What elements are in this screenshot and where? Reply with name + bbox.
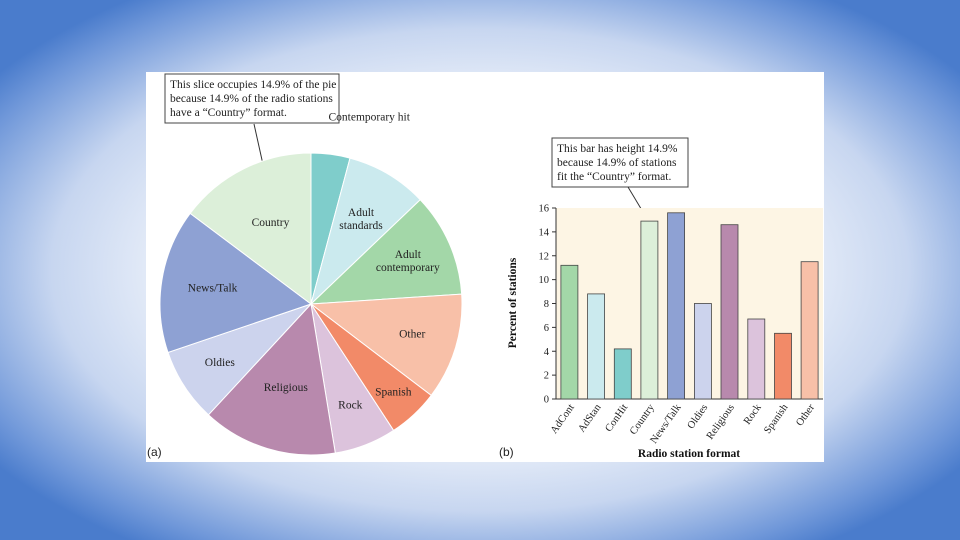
bar-y-tick-label: 8 <box>544 299 549 310</box>
bar-callout-line-3: fit the “Country” format. <box>557 171 671 183</box>
bar-conhit <box>613 348 632 400</box>
pie-callout-line-3: have a “Country” format. <box>170 107 287 119</box>
bar-y-tick-label: 12 <box>539 251 550 262</box>
bar-category-label-spanish: Spanish <box>762 402 791 436</box>
figure-canvas: This slice occupies 14.9% of the pie bec… <box>147 73 823 460</box>
bar-category-label-adstan: AdStan <box>576 402 604 435</box>
bar-adcont <box>560 264 579 400</box>
pie-slice-religious <box>207 302 336 456</box>
bar-y-tick-label: 10 <box>539 275 550 286</box>
panel-b-tag: (b) <box>499 445 514 459</box>
bar-callout-box <box>551 137 689 188</box>
bar-category-label-rock: Rock <box>742 402 764 427</box>
pie-label-news-talk: News/Talk <box>188 282 238 294</box>
bar-category-label-other: Other <box>794 402 817 428</box>
pie-label-adult-contemporary: Adult contemporary <box>376 249 440 274</box>
bar-y-tick-label: 4 <box>544 347 550 358</box>
bar-callout-line-2: because 14.9% of stations <box>557 157 677 169</box>
pie-slice-news-talk <box>159 212 313 354</box>
bar-spanish <box>774 332 792 400</box>
pie-label-rock: Rock <box>338 399 363 411</box>
figure-slide: This slice occupies 14.9% of the pie bec… <box>146 72 824 462</box>
pie-label-spanish: Spanish <box>375 386 412 398</box>
bar-adstan <box>587 293 606 400</box>
pie-labels: Contemporary hit Adult standards Adult conte… <box>188 111 440 411</box>
bar-series <box>560 212 819 400</box>
bar-category-label-adcont: AdCont <box>549 402 577 436</box>
pie-label-religious: Religious <box>264 382 309 394</box>
bar-rock <box>747 318 766 400</box>
bar-callout: This bar has height 14.9% because 14.9% … <box>551 137 689 219</box>
bar-category-label-conhit: ConHit <box>604 402 631 434</box>
pie-label-country: Country <box>252 217 290 229</box>
pie-label-adult-standards: Adult standards <box>339 207 383 232</box>
bar-religious <box>720 224 739 400</box>
pie-callout-line-1: This slice occupies 14.9% of the pie <box>170 79 336 91</box>
bar-x-axis-title: Radio station format <box>638 448 740 460</box>
pie-slice-adult-contemporary <box>309 199 463 305</box>
pie-callout-line-2: because 14.9% of the radio stations <box>170 93 333 105</box>
pie-slice-adult-standards <box>310 157 421 306</box>
bar-y-tick-label: 14 <box>539 227 550 238</box>
bar-y-tick-label: 0 <box>544 395 549 406</box>
bar-category-label-oldies: Oldies <box>686 402 711 431</box>
pie-slice-country <box>189 152 312 306</box>
bar-y-tick-label: 16 <box>539 204 550 215</box>
bar-y-tick-label: 2 <box>544 371 549 382</box>
pie-label-other: Other <box>399 328 425 340</box>
pie-slice-other <box>309 293 463 397</box>
pie-label-oldies: Oldies <box>205 357 236 369</box>
panel-a-tag: (a) <box>147 445 162 459</box>
pie-callout-box <box>164 73 340 124</box>
bar-y-axis-title: Percent of stations <box>507 257 519 348</box>
pie-label-contemporary-hit: Contemporary hit <box>328 111 410 123</box>
bar-news-talk <box>667 212 685 400</box>
bar-callout-line-1: This bar has height 14.9% <box>557 143 678 155</box>
bar-other <box>800 261 819 400</box>
bar-country <box>640 220 659 400</box>
bar-oldies <box>694 303 712 400</box>
pie-slices <box>159 152 463 456</box>
bar-y-tick-label: 6 <box>544 323 549 334</box>
